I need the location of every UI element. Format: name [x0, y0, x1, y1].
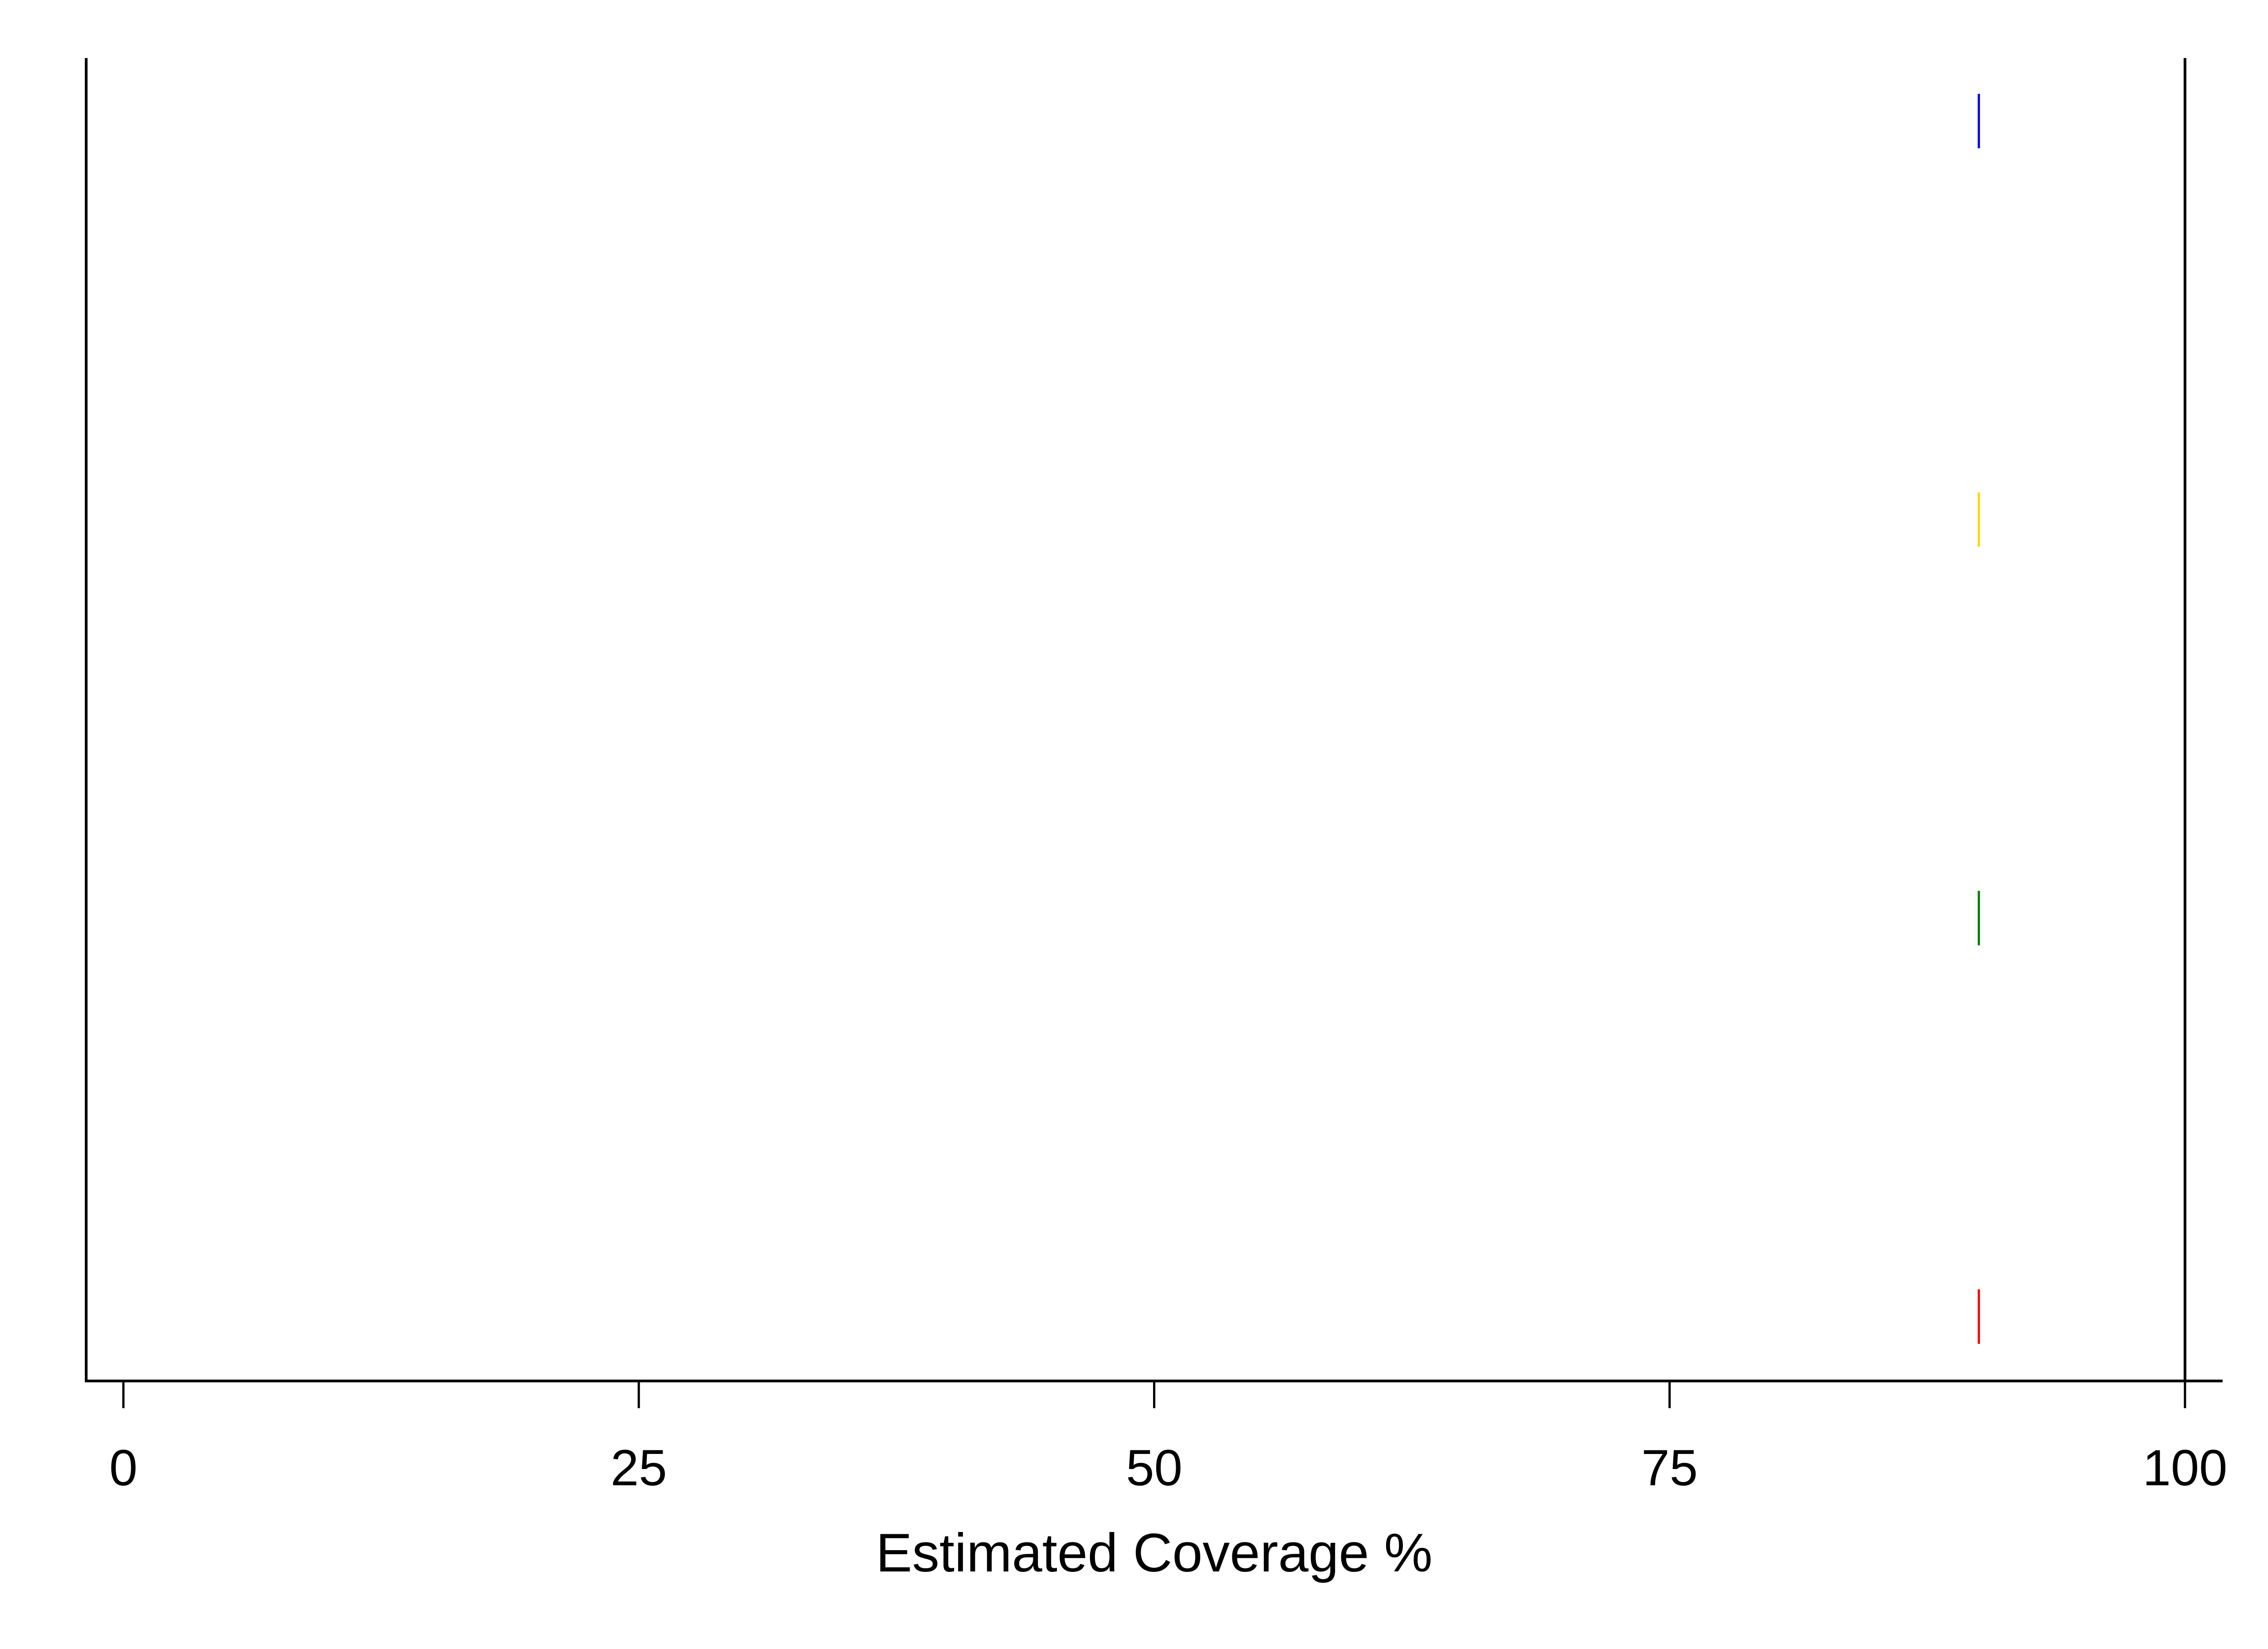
x-tick-label-0: 0 — [109, 1439, 137, 1496]
x-tick-label-50: 50 — [1126, 1439, 1183, 1496]
x-axis-ticks: 0 25 50 75 100 — [109, 1381, 2228, 1496]
x-axis-title: Estimated Coverage % — [876, 1522, 1432, 1583]
x-tick-label-75: 75 — [1641, 1439, 1698, 1496]
x-tick-label-25: 25 — [611, 1439, 667, 1496]
x-tick-label-100: 100 — [2143, 1439, 2228, 1496]
